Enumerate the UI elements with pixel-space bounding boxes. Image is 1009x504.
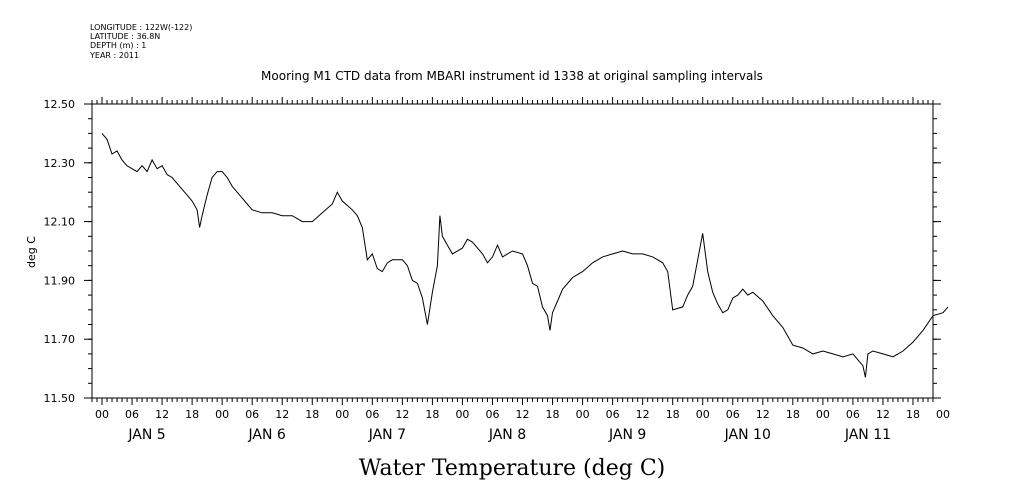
x-tick-label: 12 bbox=[155, 408, 169, 421]
x-tick-label: 00 bbox=[215, 408, 229, 421]
y-tick-label: 11.50 bbox=[44, 392, 76, 405]
chart-title: Mooring M1 CTD data from MBARI instrumen… bbox=[261, 69, 763, 83]
x-tick-label: 18 bbox=[425, 408, 439, 421]
y-tick-label: 11.70 bbox=[44, 333, 76, 346]
y-tick-label: 12.30 bbox=[44, 157, 76, 170]
x-tick-label: 00 bbox=[936, 408, 950, 421]
x-day-label: JAN 11 bbox=[844, 427, 891, 443]
x-tick-label: 06 bbox=[365, 408, 379, 421]
x-day-label: JAN 6 bbox=[248, 427, 286, 443]
x-tick-label: 18 bbox=[786, 408, 800, 421]
x-tick-label: 18 bbox=[666, 408, 680, 421]
y-tick-label: 12.50 bbox=[44, 98, 76, 111]
x-tick-label: 18 bbox=[185, 408, 199, 421]
x-tick-label: 12 bbox=[636, 408, 650, 421]
x-tick-label: 18 bbox=[305, 408, 319, 421]
x-tick-label: 00 bbox=[335, 408, 349, 421]
y-tick-label: 11.90 bbox=[44, 274, 76, 287]
x-day-label: JAN 10 bbox=[724, 427, 771, 443]
x-tick-label: 00 bbox=[696, 408, 710, 421]
x-tick-label: 06 bbox=[245, 408, 259, 421]
depth-label: DEPTH (m) : 1 bbox=[90, 41, 146, 50]
x-tick-label: 00 bbox=[455, 408, 469, 421]
x-tick-label: 00 bbox=[816, 408, 830, 421]
x-tick-label: 06 bbox=[846, 408, 860, 421]
x-day-label: JAN 8 bbox=[488, 427, 526, 443]
latitude-label: LATITUDE : 36.8N bbox=[90, 32, 160, 41]
x-tick-label: 12 bbox=[756, 408, 770, 421]
longitude-label: LONGITUDE : 122W(-122) bbox=[90, 23, 192, 32]
x-tick-label: 00 bbox=[95, 408, 109, 421]
x-tick-label: 06 bbox=[606, 408, 620, 421]
x-tick-label: 06 bbox=[485, 408, 499, 421]
x-tick-label: 06 bbox=[726, 408, 740, 421]
year-label: YEAR : 2011 bbox=[89, 51, 139, 60]
x-tick-label: 12 bbox=[275, 408, 289, 421]
x-day-label: JAN 7 bbox=[368, 427, 406, 443]
x-tick-label: 06 bbox=[125, 408, 139, 421]
series-line-1 bbox=[101, 133, 949, 378]
y-tick-label: 12.10 bbox=[44, 216, 76, 229]
x-tick-label: 18 bbox=[546, 408, 560, 421]
x-tick-label: 00 bbox=[576, 408, 590, 421]
x-tick-label: 12 bbox=[395, 408, 409, 421]
x-tick-label: 12 bbox=[516, 408, 530, 421]
x-axis-title: Water Temperature (deg C) bbox=[359, 456, 666, 481]
x-tick-label: 12 bbox=[876, 408, 890, 421]
y-axis-label: deg C bbox=[25, 236, 38, 268]
x-day-label: JAN 5 bbox=[127, 427, 165, 443]
x-day-label: JAN 9 bbox=[608, 427, 646, 443]
x-tick-label: 18 bbox=[906, 408, 920, 421]
